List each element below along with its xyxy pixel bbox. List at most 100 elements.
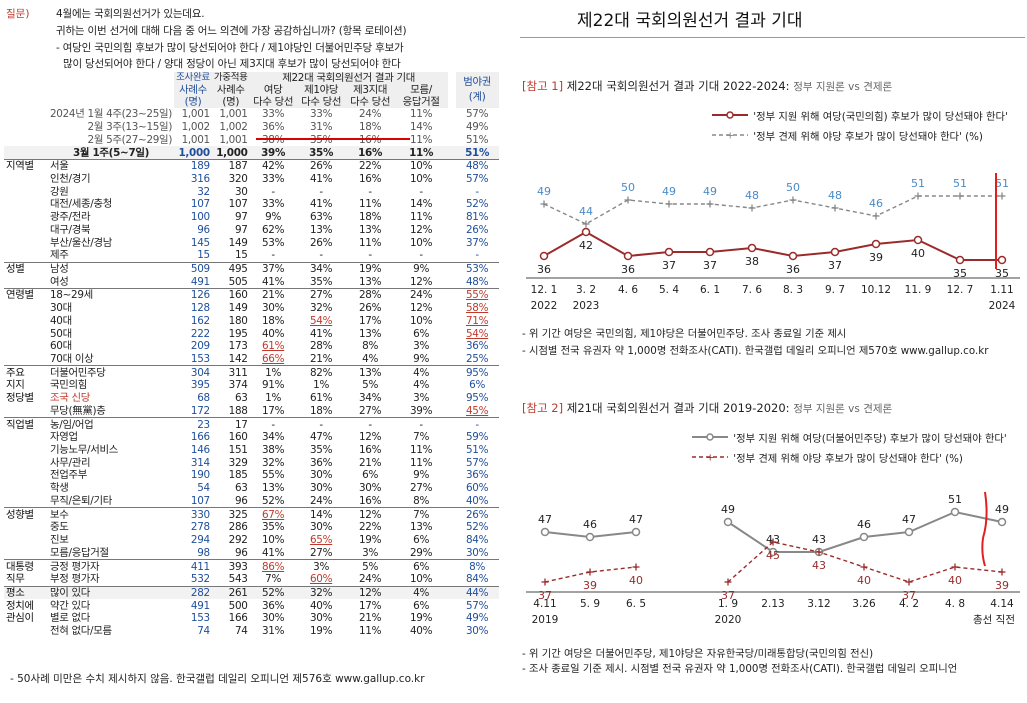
cell-n: 395 — [190, 379, 210, 392]
cell-w: 17 — [211, 417, 250, 431]
cell-w: 107 — [228, 198, 248, 211]
cell-n: 532 — [190, 573, 210, 586]
cell-b: 13% — [310, 223, 333, 236]
cell-g — [4, 340, 48, 353]
point-0-2 — [631, 527, 641, 537]
cell-e: 57% — [466, 599, 489, 612]
cell-e: - — [475, 249, 479, 262]
data-label-1-8: 40 — [948, 574, 962, 587]
cell-e: 45% — [466, 404, 489, 417]
table-row: 무직/은퇴/기타 107 96 52% 24% 16% 8% 40% — [4, 495, 499, 508]
table-row: 30대 128 149 30% 32% 26% 12% 58% — [4, 302, 499, 315]
cell-n: 153 — [190, 612, 210, 625]
cell-g — [4, 121, 48, 134]
table-row: 중도 278 286 35% 30% 22% 13% 52% — [4, 521, 499, 534]
data-label-1-11: 51 — [995, 177, 1009, 190]
cell-s: 2월 5주(27~29일) — [87, 133, 173, 146]
x-tick-8: 4. 8 — [945, 598, 965, 610]
table-row: 자영업 166 160 34% 47% 12% 7% 59% — [4, 431, 499, 444]
point-0-6 — [788, 251, 798, 261]
cell-e: 55% — [455, 288, 499, 302]
cell-c: 19% — [359, 534, 382, 547]
cell-b: 19% — [310, 625, 333, 638]
legend-solid-swatch-2 — [692, 433, 728, 441]
table-row: 기능노무/서비스 146 151 38% 35% 16% 11% 51% — [4, 444, 499, 457]
table-row: 지역별 서울 189 187 42% 26% 22% 10% 48% — [4, 158, 499, 173]
data-label-0-0: 47 — [538, 513, 552, 526]
cell-b: 27% — [310, 546, 333, 559]
cell-e: 58% — [466, 302, 489, 315]
left-footnote: - 50사례 미만은 수치 제시하지 않음. 한국갤럽 데일리 오피니언 제57… — [10, 673, 425, 685]
right-title: 제22대 국회의원선거 결과 기대 — [577, 11, 803, 31]
cell-e: 44% — [455, 585, 499, 600]
cell-e: 81% — [466, 211, 489, 224]
cell-g — [4, 444, 48, 457]
data-label-0-3: 49 — [721, 503, 735, 516]
cell-n: 1,001 — [181, 108, 211, 121]
cell-a: 21% — [249, 288, 297, 302]
cell-c: - — [368, 185, 372, 198]
cell-w: 74 — [234, 625, 248, 638]
point-1-3 — [665, 200, 673, 208]
cell-s: 많이 있다 — [48, 585, 175, 600]
cell-d: 11% — [410, 133, 433, 146]
cell-d: 29% — [410, 546, 433, 559]
cell-s: 50대 — [50, 327, 72, 340]
ref2-legend-dashed: + '정부 견제 위해 야당 후보가 많이 당선돼야 한다' (%) — [690, 450, 963, 465]
table-row: 관심이 별로 없다 153 166 30% 30% 21% 19% 49% — [4, 612, 499, 625]
cell-e: 40% — [466, 494, 489, 507]
point-1-0 — [540, 200, 548, 208]
cell-a: 38% — [262, 444, 285, 457]
cell-b: 61% — [310, 392, 333, 405]
cell-e: 6% — [469, 379, 486, 392]
cell-c: 18% — [359, 121, 382, 134]
cell-b: 28% — [310, 340, 333, 353]
cell-s: 3월 1주(5~7일) — [48, 146, 175, 160]
cell-g: 관심이 — [6, 612, 34, 625]
table-row: 연령별 18~29세 126 160 21% 27% 28% 24% 55% — [4, 288, 499, 302]
point-0-11 — [997, 255, 1007, 265]
cell-b: 26% — [310, 236, 333, 249]
cell-b: 41% — [310, 198, 333, 211]
cell-s: 전혀 없다/모름 — [50, 625, 112, 638]
cell-b: 27% — [296, 288, 346, 302]
ref2-legend-solid: '정부 지원 위해 여당(더불어민주당) 후보가 많이 당선돼야 한다' — [690, 430, 1007, 445]
cell-b: 14% — [296, 507, 346, 521]
cell-s: 진보 — [50, 534, 69, 547]
series-line-0-0 — [543, 230, 1002, 261]
data-label-1-0: 49 — [537, 185, 551, 198]
cell-n: 166 — [190, 431, 210, 444]
cell-n: 98 — [197, 546, 210, 559]
cell-a: 86% — [249, 559, 297, 573]
x-tick-3: 5. 4 — [659, 284, 679, 296]
x-year-0: 2019 — [532, 614, 559, 626]
x-tick-3: 1. 9 — [718, 598, 738, 610]
point-0-4 — [705, 247, 715, 257]
cell-c: 27% — [359, 404, 382, 417]
cell-n: 128 — [190, 302, 210, 315]
cell-d: 12% — [410, 302, 433, 315]
cell-g — [4, 327, 48, 340]
data-label-0-8: 39 — [869, 251, 883, 264]
cell-n: 172 — [190, 404, 210, 417]
cell-g — [4, 223, 48, 236]
header-group-title: 제22대 국회의원선거 결과 기대 — [249, 72, 448, 84]
data-label-0-1: 46 — [583, 518, 597, 531]
cell-w: 185 — [228, 469, 248, 482]
cell-s: 대구/경북 — [50, 223, 91, 236]
cell-c: 19% — [345, 261, 395, 276]
cell-n: 54 — [197, 482, 210, 495]
cell-d: 9% — [394, 261, 448, 276]
cell-a: 66% — [262, 353, 285, 366]
cell-b: 3% — [296, 559, 346, 573]
cell-d: 12% — [410, 275, 433, 288]
cell-e: 48% — [466, 275, 489, 288]
cell-s: 2024년 1월 4주(23~25일) — [50, 108, 173, 121]
cell-d: 11% — [394, 146, 448, 160]
title-rule — [520, 37, 1025, 38]
cell-g — [4, 302, 48, 315]
cell-a: 33% — [262, 108, 285, 121]
cell-w: 374 — [228, 379, 248, 392]
data-label-0-9: 40 — [911, 247, 925, 260]
point-1-10 — [956, 192, 964, 200]
